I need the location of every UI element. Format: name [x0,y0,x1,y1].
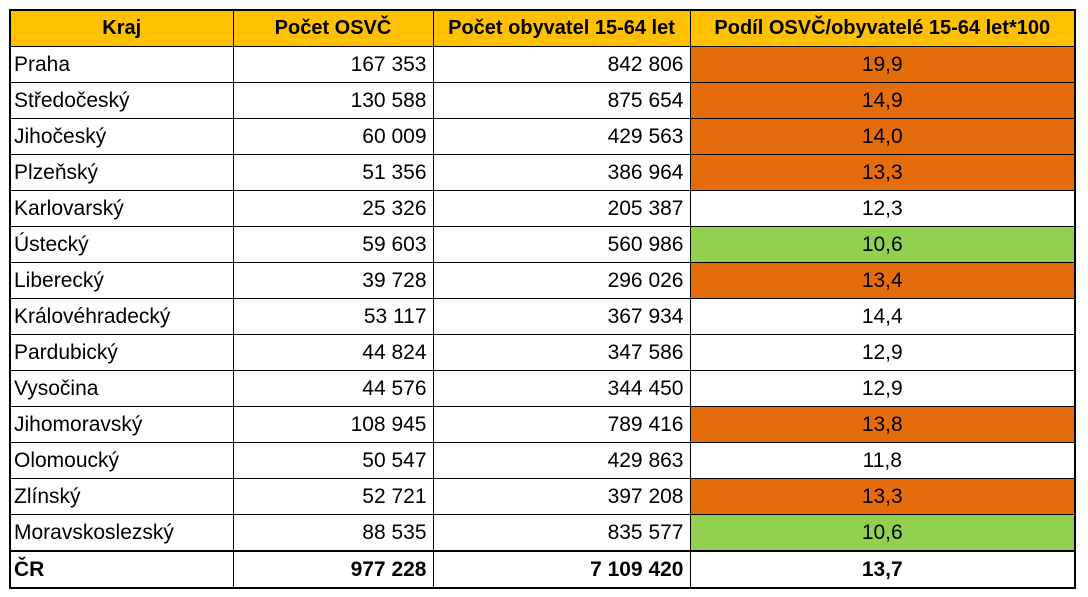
cell-pocet-obyvatel: 296 026 [432,262,691,299]
cell-podil: 13,4 [689,262,1076,299]
total-pocet-obyvatel: 7 109 420 [432,550,691,589]
cell-pocet-obyvatel: 347 586 [432,334,691,371]
cell-pocet-obyvatel: 560 986 [432,226,691,263]
cell-pocet-obyvatel: 842 806 [432,46,691,83]
header-kraj: Kraj [9,9,234,47]
table-row: Plzeňský 51 356 386 964 13,3 [9,154,1076,191]
table-row: Jihomoravský 108 945 789 416 13,8 [9,406,1076,443]
cell-kraj: Olomoucký [9,442,234,479]
cell-pocet-osvc: 39 728 [232,262,434,299]
cell-podil: 13,3 [689,478,1076,515]
cell-pocet-osvc: 52 721 [232,478,434,515]
cell-kraj: Moravskoslezský [9,514,234,552]
cell-podil: 13,8 [689,406,1076,443]
total-podil: 13,7 [689,550,1076,589]
cell-podil: 14,4 [689,298,1076,335]
total-row: ČR 977 228 7 109 420 13,7 [9,550,1076,589]
cell-kraj: Středočeský [9,82,234,119]
cell-pocet-osvc: 60 009 [232,118,434,155]
table-row: Královéhradecký 53 117 367 934 14,4 [9,298,1076,335]
table-row: Ústecký 59 603 560 986 10,6 [9,226,1076,263]
cell-kraj: Plzeňský [9,154,234,191]
header-pocet-osvc: Počet OSVČ [232,9,434,47]
cell-kraj: Ústecký [9,226,234,263]
cell-pocet-obyvatel: 429 563 [432,118,691,155]
cell-pocet-obyvatel: 205 387 [432,190,691,227]
cell-pocet-obyvatel: 789 416 [432,406,691,443]
cell-pocet-osvc: 130 588 [232,82,434,119]
cell-pocet-obyvatel: 835 577 [432,514,691,552]
header-row: Kraj Počet OSVČ Počet obyvatel 15-64 let… [9,9,1076,47]
cell-podil: 12,3 [689,190,1076,227]
cell-pocet-osvc: 51 356 [232,154,434,191]
table-row: Praha 167 353 842 806 19,9 [9,46,1076,83]
table-row: Liberecký 39 728 296 026 13,4 [9,262,1076,299]
table-body: Praha 167 353 842 806 19,9 Středočeský 130 58… [9,46,1076,589]
osvc-table: Kraj Počet OSVČ Počet obyvatel 15-64 let… [9,9,1076,589]
total-kraj: ČR [9,550,234,589]
table-row: Zlínský 52 721 397 208 13,3 [9,478,1076,515]
cell-pocet-obyvatel: 344 450 [432,370,691,407]
cell-pocet-osvc: 44 576 [232,370,434,407]
cell-pocet-obyvatel: 429 863 [432,442,691,479]
table-row: Jihočeský 60 009 429 563 14,0 [9,118,1076,155]
cell-kraj: Jihočeský [9,118,234,155]
cell-podil: 14,0 [689,118,1076,155]
header-pocet-obyvatel: Počet obyvatel 15-64 let [432,9,691,47]
table-row: Moravskoslezský 88 535 835 577 10,6 [9,514,1076,552]
cell-pocet-osvc: 50 547 [232,442,434,479]
cell-podil: 13,3 [689,154,1076,191]
cell-pocet-osvc: 108 945 [232,406,434,443]
cell-kraj: Zlínský [9,478,234,515]
cell-kraj: Jihomoravský [9,406,234,443]
cell-pocet-osvc: 88 535 [232,514,434,552]
cell-podil: 12,9 [689,370,1076,407]
cell-podil: 11,8 [689,442,1076,479]
cell-kraj: Praha [9,46,234,83]
header-podil: Podíl OSVČ/obyvatelé 15-64 let*100 [689,9,1076,47]
cell-pocet-osvc: 59 603 [232,226,434,263]
table-row: Vysočina 44 576 344 450 12,9 [9,370,1076,407]
table-row: Olomoucký 50 547 429 863 11,8 [9,442,1076,479]
cell-kraj: Pardubický [9,334,234,371]
cell-pocet-osvc: 25 326 [232,190,434,227]
cell-podil: 12,9 [689,334,1076,371]
cell-pocet-osvc: 44 824 [232,334,434,371]
cell-pocet-obyvatel: 875 654 [432,82,691,119]
table-row: Středočeský 130 588 875 654 14,9 [9,82,1076,119]
cell-pocet-osvc: 53 117 [232,298,434,335]
cell-podil: 10,6 [689,514,1076,552]
cell-kraj: Královéhradecký [9,298,234,335]
cell-podil: 19,9 [689,46,1076,83]
cell-pocet-obyvatel: 386 964 [432,154,691,191]
table-row: Pardubický 44 824 347 586 12,9 [9,334,1076,371]
cell-podil: 10,6 [689,226,1076,263]
cell-podil: 14,9 [689,82,1076,119]
cell-kraj: Liberecký [9,262,234,299]
cell-kraj: Vysočina [9,370,234,407]
cell-pocet-obyvatel: 367 934 [432,298,691,335]
total-pocet-osvc: 977 228 [232,550,434,589]
table-row: Karlovarský 25 326 205 387 12,3 [9,190,1076,227]
cell-pocet-osvc: 167 353 [232,46,434,83]
cell-pocet-obyvatel: 397 208 [432,478,691,515]
cell-kraj: Karlovarský [9,190,234,227]
